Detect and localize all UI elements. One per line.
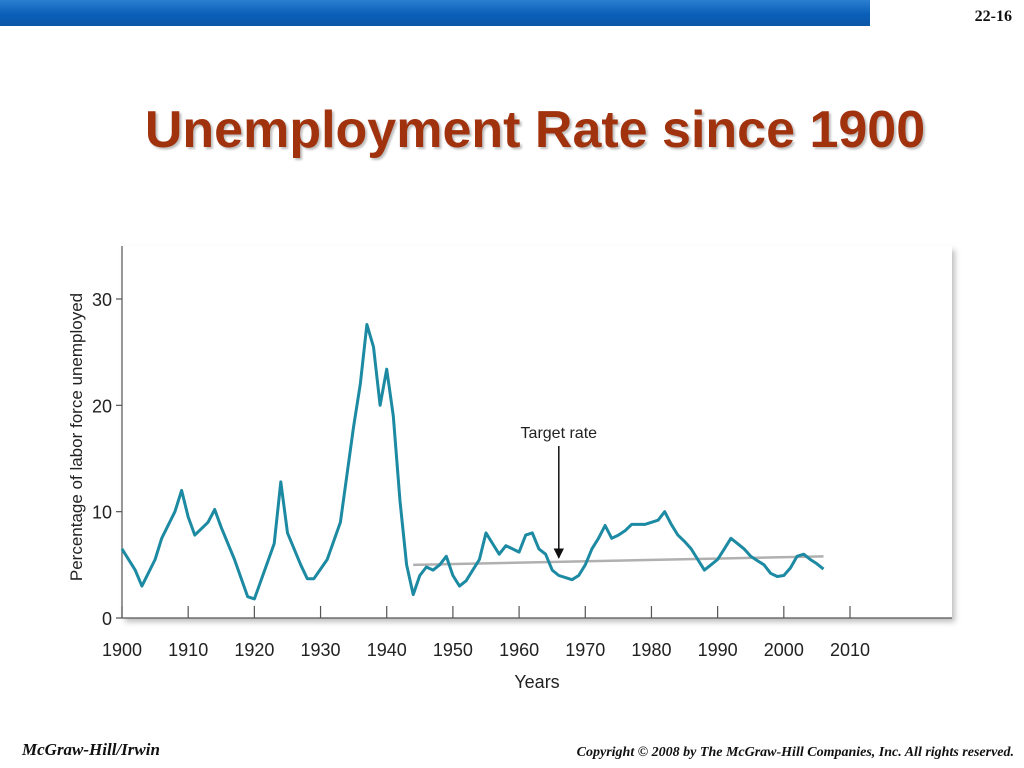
- footer-copyright: Copyright © 2008 by The McGraw-Hill Comp…: [576, 745, 1014, 760]
- x-tick-label: 1950: [433, 640, 473, 660]
- x-tick-label: 1940: [367, 640, 407, 660]
- x-tick-label: 1970: [565, 640, 605, 660]
- y-tick-label: 0: [102, 609, 112, 629]
- target-rate-label: Target rate: [521, 425, 598, 442]
- x-tick-label: 1920: [234, 640, 274, 660]
- x-tick-label: 1930: [301, 640, 341, 660]
- header-bar: [0, 0, 870, 26]
- x-tick-label: 2000: [764, 640, 804, 660]
- y-tick-label: 10: [92, 503, 112, 523]
- footer-publisher: McGraw-Hill/Irwin: [22, 740, 160, 759]
- slide-title: Unemployment Rate since 1900: [144, 101, 926, 159]
- x-tick-label: 1910: [168, 640, 208, 660]
- slide-number: 22-16: [974, 8, 1012, 25]
- x-axis-label: Years: [514, 672, 559, 692]
- x-tick-label: 1900: [102, 640, 142, 660]
- x-tick-label: 1960: [499, 640, 539, 660]
- x-tick-label: 2010: [830, 640, 870, 660]
- x-tick-label: 1990: [698, 640, 738, 660]
- y-tick-label: 20: [92, 396, 112, 416]
- y-tick-label: 30: [92, 290, 112, 310]
- unemployment-series-line: [120, 323, 825, 601]
- x-tick-label: 1980: [631, 640, 671, 660]
- y-axis-label: Percentage of labor force unemployed: [67, 293, 86, 581]
